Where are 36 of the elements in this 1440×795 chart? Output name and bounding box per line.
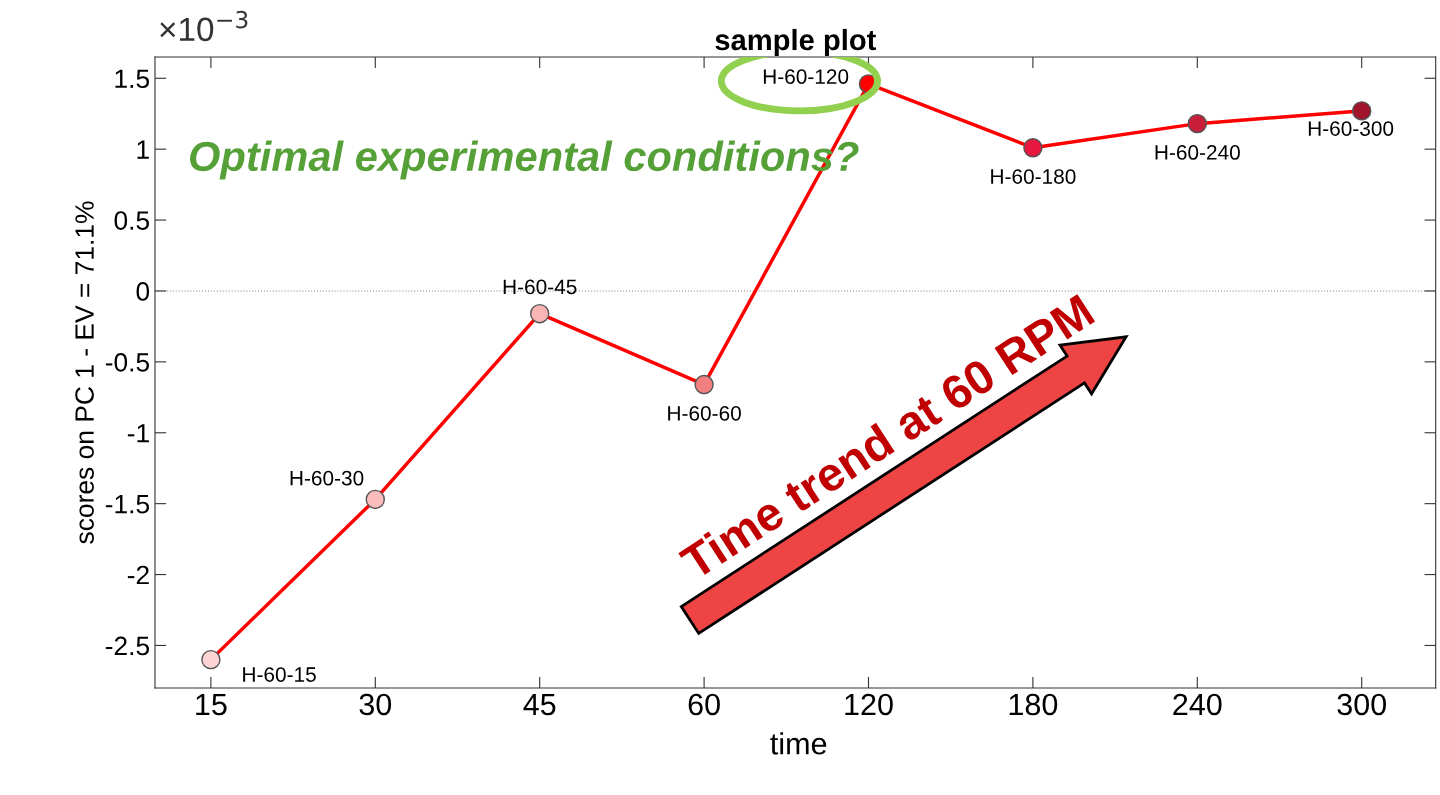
- annotation: H-60-45: [503, 279, 577, 295]
- point: [1023, 138, 1043, 158]
- annotation: H-60-180: [991, 169, 1076, 184]
- chart-title: sample plot: [715, 28, 877, 57]
- x-tick-label: 300: [1337, 693, 1386, 716]
- point: [529, 303, 550, 324]
- point: [201, 649, 221, 670]
- y-tick-label: 0: [136, 282, 150, 301]
- y-tick-label: -2: [127, 565, 149, 585]
- annotation: H-60-120: [763, 69, 849, 84]
- annotation: H-60-300: [1308, 121, 1394, 136]
- x-tick-label: 60: [688, 693, 720, 716]
- x-axis-title: time: [770, 732, 827, 755]
- text: ×10$^{−3}$: [160, 10, 248, 42]
- annotation: H-60-240: [1155, 145, 1240, 160]
- x-tick-label: 180: [1009, 693, 1058, 716]
- y-tick-label: -1: [127, 424, 149, 443]
- y-axis-title: scores on PC 1 - EV = 71.1%: [75, 201, 94, 544]
- x-tick-label: 30: [359, 693, 392, 716]
- x-tick-label: 240: [1173, 693, 1222, 716]
- y-tick-label: 1.5: [115, 69, 150, 89]
- x-tick-label: 120: [845, 693, 893, 716]
- x-tick-label: 15: [196, 693, 227, 716]
- y-tick-label: -2.5: [105, 636, 150, 656]
- point: [365, 489, 386, 510]
- point: [694, 374, 714, 395]
- y-tick-label: -0.5: [105, 353, 150, 372]
- annotation: H-60-60: [668, 405, 741, 421]
- point: [1187, 113, 1208, 134]
- annotation: H-60-30: [290, 470, 364, 486]
- annotation: H-60-15: [243, 667, 316, 682]
- y-tick-label: 1: [137, 140, 149, 159]
- y-tick-label: 0.5: [114, 211, 150, 230]
- x-tick-label: 45: [523, 693, 556, 716]
- y-tick-label: -1.5: [105, 495, 150, 514]
- point: [1351, 101, 1372, 121]
